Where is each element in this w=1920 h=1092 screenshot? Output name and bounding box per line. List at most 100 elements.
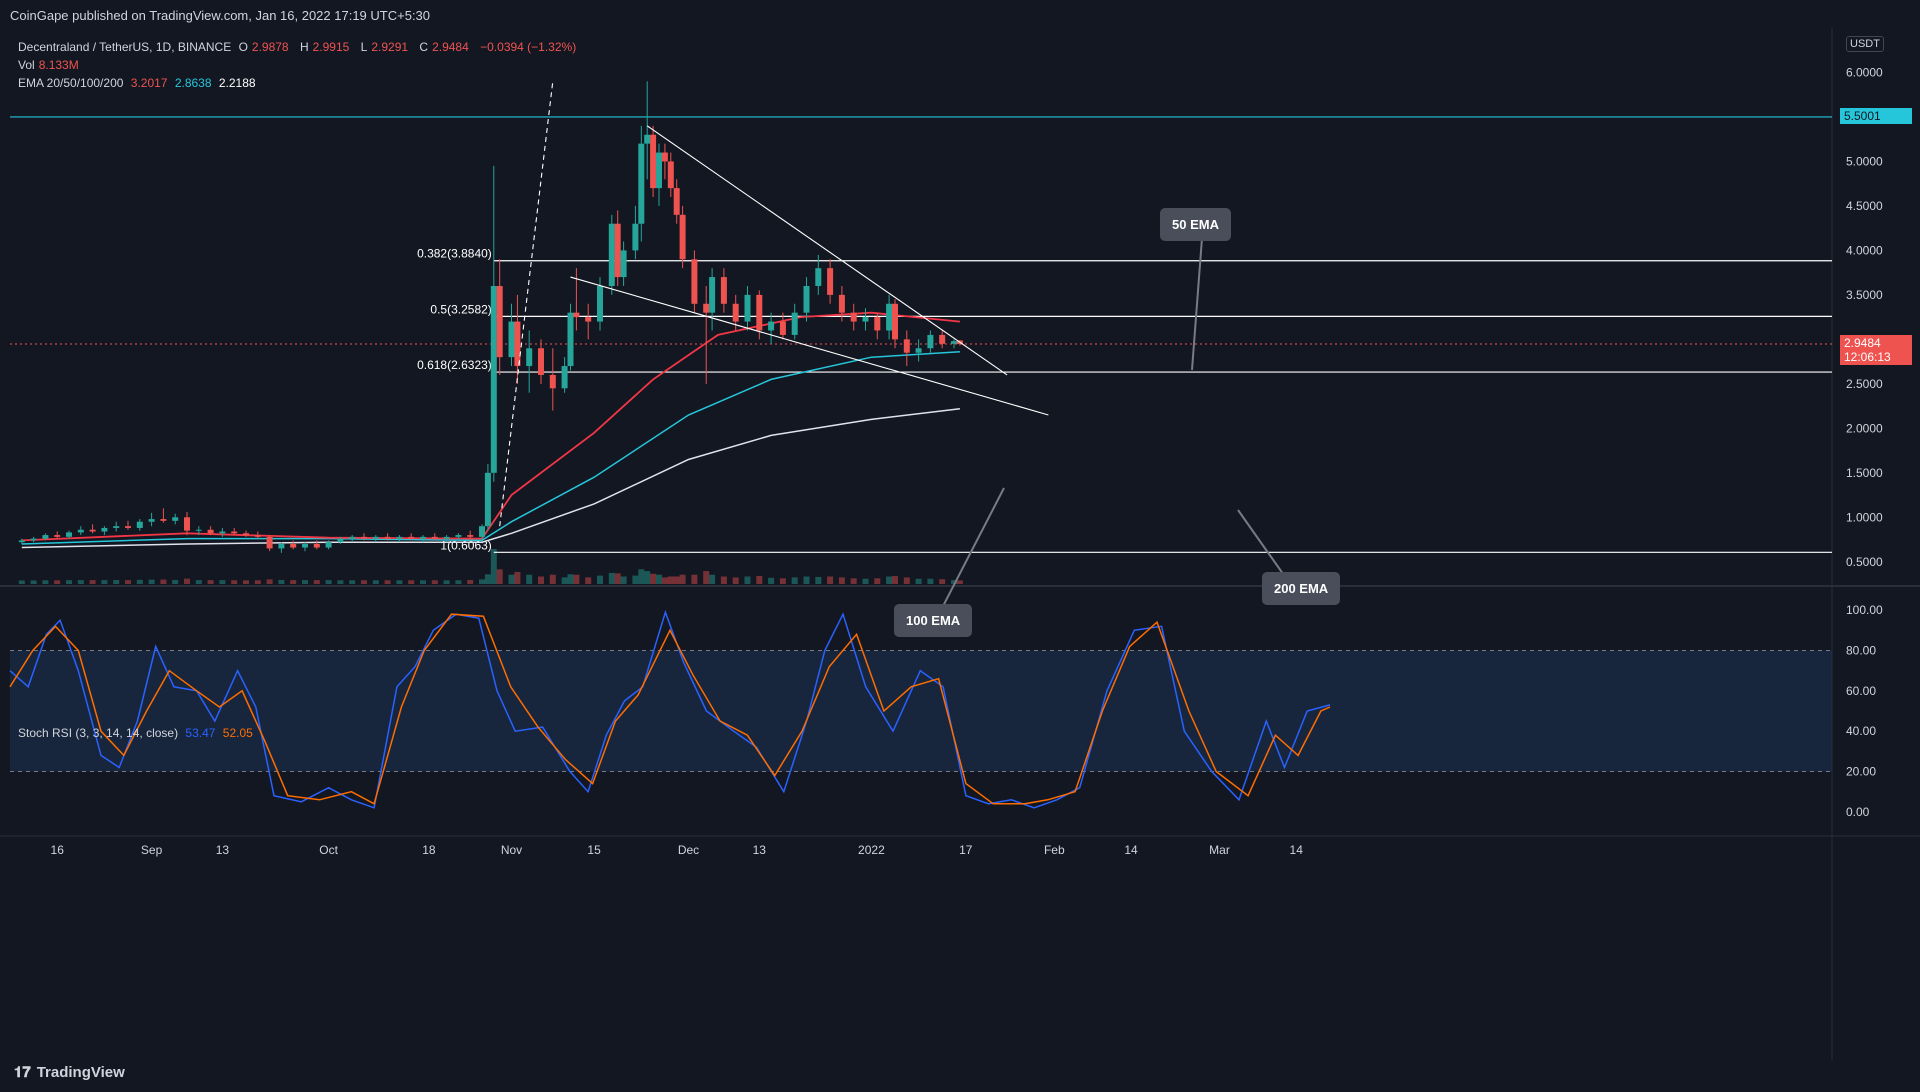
candle-body <box>113 526 120 528</box>
volume-bar <box>585 577 592 584</box>
price-tick-label: 6.0000 <box>1846 65 1883 79</box>
ema200-line <box>21 407 960 549</box>
stoch-rsi-legend: Stoch RSI (3, 3, 14, 14, close) 53.47 52… <box>18 726 253 740</box>
candle-body <box>66 532 72 537</box>
candle-body <box>89 529 96 532</box>
price-axis: 6.00005.50005.00004.50004.00003.50003.00… <box>1846 65 1883 818</box>
volume-bar <box>732 577 739 584</box>
high-value: 2.9915 <box>312 40 350 54</box>
candle-body <box>620 250 627 278</box>
volume-bar <box>638 569 645 584</box>
candle-body <box>679 214 686 260</box>
candle-body <box>455 535 462 537</box>
volume-bar <box>886 576 893 584</box>
volume-bar <box>567 574 574 584</box>
volume-bar <box>850 578 857 584</box>
candle-body <box>573 312 580 318</box>
grid <box>0 28 1920 1060</box>
volume-bar <box>709 574 716 584</box>
candle-body <box>408 536 415 539</box>
price-tick-label: 0.5000 <box>1846 555 1883 569</box>
volume-bar <box>325 580 332 584</box>
low-value: 2.9291 <box>371 40 409 54</box>
volume-bars <box>18 549 963 584</box>
open-value: 2.9878 <box>251 40 289 54</box>
volume-bar <box>30 580 37 584</box>
stoch-rsi-d-value: 52.05 <box>222 726 253 740</box>
footer-bar <box>0 1060 1920 1092</box>
price-tick-label: 5.0000 <box>1846 154 1883 168</box>
candle-body <box>219 531 226 534</box>
candle-body <box>508 321 515 358</box>
volume-bar <box>939 579 946 584</box>
bar-countdown: 12:06:13 <box>1844 349 1891 364</box>
volume-bar <box>703 571 710 584</box>
volume-bar <box>148 579 155 584</box>
volume-bar <box>136 579 143 584</box>
volume-bar <box>89 580 96 584</box>
dashed-trendline <box>499 81 554 527</box>
chart-frame[interactable]: 0.382(3.8840) 0.5(3.2582) 0.618(2.6323) 1(0… <box>0 28 1920 1070</box>
price-tick-label: 1.5000 <box>1846 466 1883 480</box>
volume-bar <box>744 576 751 584</box>
candle-body <box>431 536 438 539</box>
volume-bar <box>54 580 61 584</box>
volume-bar <box>720 576 727 584</box>
candle-body <box>850 312 857 322</box>
rsi-tick-label: 80.00 <box>1846 643 1876 657</box>
rsi-tick-label: 60.00 <box>1846 684 1876 698</box>
volume-bar <box>42 580 49 584</box>
time-tick-label: Sep <box>141 843 163 857</box>
candle-body <box>172 517 179 521</box>
volume-bar <box>791 577 798 584</box>
candle-body <box>644 134 651 144</box>
tradingview-brand[interactable]: 𝟏𝟕 TradingView <box>14 1064 125 1081</box>
volume-bar <box>18 580 25 584</box>
ema100-value: 2.8638 <box>174 76 212 90</box>
candle-body <box>184 517 190 531</box>
candle-body <box>514 321 521 367</box>
volume-bar <box>266 579 273 584</box>
candle-body <box>567 312 574 367</box>
time-tick-label: 13 <box>216 843 230 857</box>
volume-bar <box>431 580 438 584</box>
volume-bar <box>903 577 910 584</box>
volume-bar <box>561 577 568 584</box>
candle-body <box>803 285 810 313</box>
candles <box>18 81 963 553</box>
stoch-rsi-band <box>10 649 1832 773</box>
volume-bar <box>484 574 491 584</box>
change-value: −0.0394 (−1.32%) <box>480 40 577 54</box>
candle-body <box>148 519 155 522</box>
price-tick-label: 2.5000 <box>1846 377 1883 391</box>
fib-level-label: 0.382(3.8840) <box>417 247 492 261</box>
candle-body <box>254 535 261 537</box>
candle-body <box>673 188 680 215</box>
volume-bar <box>195 580 202 584</box>
callout-pointer <box>1191 237 1203 371</box>
rsi-tick-label: 100.00 <box>1846 603 1883 617</box>
volume-bar <box>927 578 934 584</box>
candle-body <box>862 317 869 322</box>
candle-body <box>661 152 668 162</box>
volume-bar <box>620 576 627 584</box>
time-axis: 16 Sep 13 Oct 18 Nov 15 Dec 13 2022 17 Feb 14 Mar 14 <box>51 843 1304 857</box>
symbol-label[interactable]: Decentraland / TetherUS, 1D, BINANCE <box>18 40 232 54</box>
candle-body <box>597 285 603 322</box>
volume-bar <box>172 579 179 584</box>
volume-bar <box>278 579 285 584</box>
rsi-tick-label: 0.00 <box>1846 805 1870 819</box>
candle-body <box>490 285 497 473</box>
chart-canvas[interactable]: 0.382(3.8840)0.5(3.2582)0.618(2.6323)1(0… <box>0 28 1920 1070</box>
volume-bar <box>838 577 845 584</box>
candle-body <box>484 472 491 527</box>
currency-unit[interactable]: USDT <box>1846 36 1884 52</box>
candle-body <box>632 223 639 251</box>
rsi-tick-label: 20.00 <box>1846 765 1876 779</box>
candle-body <box>42 535 49 539</box>
candle-body <box>372 536 379 539</box>
time-tick-label: 15 <box>587 843 601 857</box>
trendline <box>646 125 1008 376</box>
ema50-value: 3.2017 <box>130 76 168 90</box>
volume-bar <box>644 571 651 584</box>
